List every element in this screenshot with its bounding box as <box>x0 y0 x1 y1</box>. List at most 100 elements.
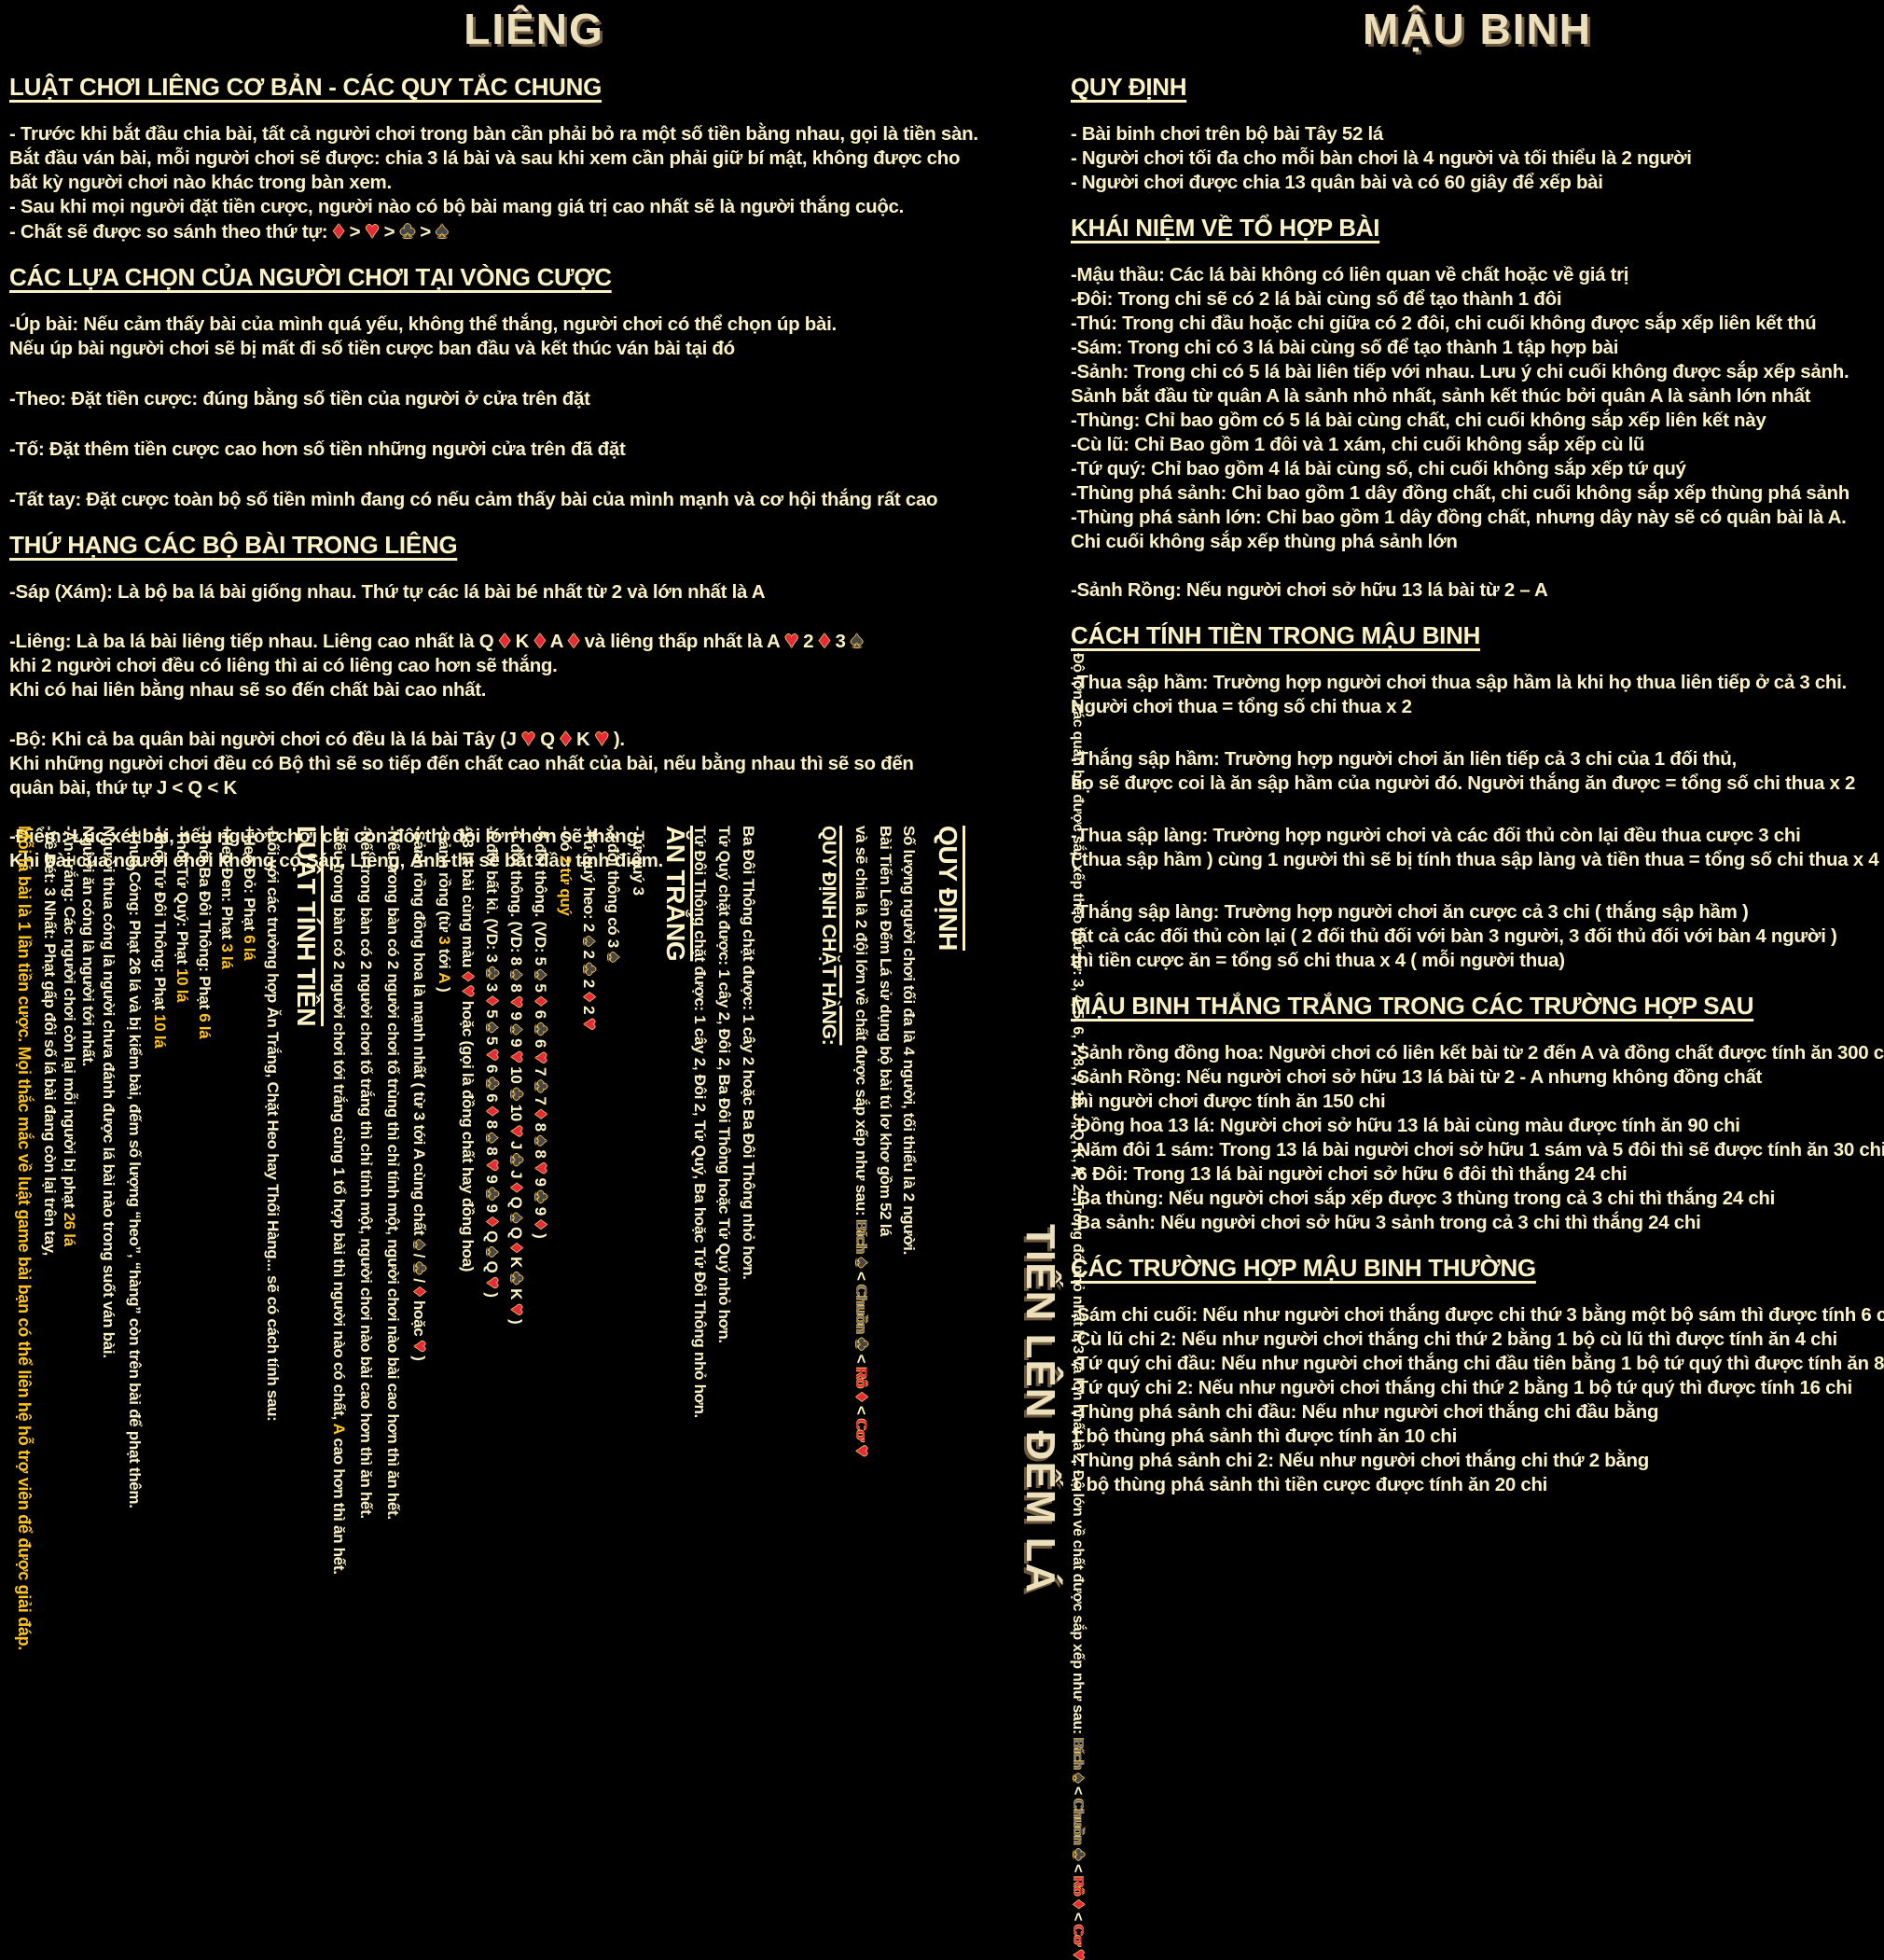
heart-icon: ♥ <box>365 217 380 243</box>
club-icon: ♣ <box>531 1022 552 1036</box>
diamond-icon: ♦ <box>498 627 511 653</box>
heart-icon: ♥ <box>458 985 479 997</box>
section-heading: THỨ HẠNG CÁC BỘ BÀI TRONG LIÊNG <box>9 531 458 559</box>
an-trang-line: -Nếu trong bàn có 2 người chơi tố trắng … <box>357 826 375 1519</box>
club-icon: ♣ <box>482 966 504 980</box>
lieng-title: LIÊNG <box>464 5 604 53</box>
chat-hang-line: Tứ Quý chặt được: 1 cây 2, Đôi 2, Ba Đôi… <box>715 826 733 1343</box>
text-line: Khi có hai liên bằng nhau sẽ so đến chất… <box>9 679 487 701</box>
spade-icon: ♠ <box>531 1135 552 1146</box>
text-line: - Sau khi mọi người đặt tiền cược, người… <box>9 196 905 217</box>
diamond-icon: ♦ <box>506 1182 528 1193</box>
diamond-icon: ♦ <box>531 1219 552 1230</box>
heart-icon: ♥ <box>521 725 535 751</box>
heart-icon: ♥ <box>1069 1949 1089 1960</box>
chat-hang-line: Tứ Đôi Thông chặt được: 1 cây 2, Đôi 2, … <box>691 826 709 1418</box>
mau-binh-content: QUY ĐỊNH - Bài binh chơi trên bộ bài Tây … <box>1071 73 1884 1497</box>
an-trang-line: -Có 2 tứ quý <box>557 826 575 916</box>
text-line: -Ba sảnh: Nếu người chơi sở hữu 3 sảnh t… <box>1071 1212 1701 1233</box>
text-line: -Tứ quý: Chỉ bao gồm 4 lá bài cùng số, c… <box>1071 458 1686 480</box>
text-line: -Sảnh: Trong chi có 5 lá bài liên tiếp v… <box>1071 361 1849 382</box>
luat-tinh-tien-line: -Thối Ba Đôi Thông: Phạt 6 lá <box>196 826 214 1039</box>
spade-icon: ♠ <box>603 952 625 963</box>
text-line: ( thua sập hầm ) cùng 1 người thì sẽ bị … <box>1071 849 1879 870</box>
highlight-text: 6 lá <box>241 935 258 961</box>
text-line: Sảnh bắt đầu từ quân A là sảnh nhỏ nhất,… <box>1071 385 1811 407</box>
spacer <box>1071 719 1884 747</box>
luat-tinh-tien-heading: LUẬT TÍNH TIỀN <box>292 826 321 1027</box>
luat-tinh-tien-line: +Heo Đỏ: Phạt 6 lá <box>241 826 258 961</box>
club-icon: ♣ <box>531 1190 552 1203</box>
heart-icon: ♥ <box>852 1445 873 1457</box>
rules-poster: LIÊNG LUẬT CHƠI LIÊNG CƠ BẢN - CÁC QUY T… <box>9 4 1884 1960</box>
luat-tinh-tien-line: -Thua Cóng: Phạt 26 lá và bị kiểm bài, đ… <box>126 826 144 1508</box>
text-line: - Người chơi tối đa cho mỗi bàn chơi là … <box>1071 147 1692 169</box>
heart-icon: ♥ <box>482 1159 504 1171</box>
text-line: -Úp bài: Nếu cảm thấy bài của mình quá y… <box>9 313 837 335</box>
club-icon: ♣ <box>409 1261 431 1274</box>
text-line: -Liêng: Là ba lá bài liêng tiếp nhau. Li… <box>9 627 864 653</box>
text-line: - Người chơi được chia 13 quân bài và có… <box>1071 172 1603 193</box>
highlight-text: A <box>330 1423 348 1435</box>
text-line: -Tứ quý chi đầu: Nếu như người chơi thắn… <box>1071 1353 1884 1374</box>
heart-icon: ♥ <box>506 1125 528 1137</box>
luat-tinh-tien-line: -Thối Tứ Quý: Phạt 10 lá <box>173 826 191 1003</box>
heart-icon: ♥ <box>506 1303 528 1315</box>
lieng-column: LIÊNG LUẬT CHƠI LIÊNG CƠ BẢN - CÁC QUY T… <box>9 4 1059 873</box>
text-line: -Năm đôi 1 sám: Trong 13 lá bài người ch… <box>1071 1139 1884 1161</box>
text-line: -Thú: Trong chi đầu hoặc chi giữa có 2 đ… <box>1071 313 1817 334</box>
spade-icon: ♠ <box>506 1024 528 1035</box>
lieng-content: LUẬT CHƠI LIÊNG CƠ BẢN - CÁC QUY TẮC CHU… <box>9 73 1059 873</box>
spacer <box>9 462 1059 488</box>
text-line: -Sảnh Rồng: Nếu người chơi sở hữu 13 lá … <box>1071 579 1548 601</box>
an-trang-line: -Tứ quý heo: 2 ♠ 2 ♣ 2 ♦ 2 ♥ <box>579 826 601 1030</box>
section-heading: CÁC LỰA CHỌN CỦA NGƯỜI CHƠI TẠI VÒNG CƯỢ… <box>9 263 612 291</box>
quy-dinh-line: Bài Tiến Lên Đếm Lá sử dụng bộ bài tú lơ… <box>877 826 894 1237</box>
an-trang-line: -Nếu trong bàn có 2 người chơi tới trắng… <box>330 826 348 1575</box>
text-line: Chi cuối không sắp xếp thùng phá sảnh lớ… <box>1071 531 1458 552</box>
spade-icon: ♠ <box>482 1246 504 1258</box>
club-icon: ♣ <box>531 1079 552 1092</box>
an-trang-line: -13 lá bài cùng màu ♦ ♥ hoặc (gọi là đồn… <box>458 826 479 1272</box>
spade-icon: ♠ <box>852 1257 873 1268</box>
spade-icon: ♠ <box>436 217 449 243</box>
spacer <box>1071 796 1884 824</box>
spade-icon: ♠ <box>851 627 864 653</box>
text-line: -Đồng hoa 13 lá: Người chơi sở hữu 13 lá… <box>1071 1115 1740 1136</box>
mau-binh-title: MẬU BINH <box>1363 5 1592 53</box>
red-suit-word: Cơ <box>1070 1925 1086 1946</box>
highlight-text: A <box>436 972 453 983</box>
diamond-icon: ♦ <box>482 995 504 1006</box>
club-icon: ♣ <box>1069 1848 1089 1860</box>
diamond-icon: ♦ <box>409 1286 431 1297</box>
spacer <box>1071 554 1884 578</box>
diamond-icon: ♦ <box>531 1108 552 1119</box>
heart-icon: ♥ <box>531 1051 552 1063</box>
quy-dinh-line: Số lượng người chơi tối đa là 4 người, t… <box>900 826 918 1256</box>
section-heading: CÁCH TÍNH TIỀN TRONG MẬU BINH <box>1071 621 1481 649</box>
mau-binh-column: MẬU BINH QUY ĐỊNH - Bài binh chơi trên bộ… <box>1071 4 1884 1497</box>
club-icon: ♣ <box>506 1272 528 1285</box>
spacer <box>9 702 1059 727</box>
text-line: -Thắng sập làng: Trường hợp người chơi ă… <box>1071 901 1749 923</box>
text-line: -Bộ: Khi cả ba quân bài người chơi có đề… <box>9 725 625 751</box>
red-suit-word: Cơ <box>852 1418 870 1441</box>
diamond-icon: ♦ <box>482 1216 504 1227</box>
highlight-text: 2 tứ quý <box>557 855 575 916</box>
an-trang-line: -Sảnh rồng đồng hoa là mạnh nhất ( từ 3 … <box>409 826 431 1361</box>
text-line: - Trước khi bắt đầu chia bài, tất cả ngư… <box>9 123 978 145</box>
text-line: -Thùng phá sảnh lớn: Chỉ bao gồm 1 dây đ… <box>1071 507 1847 528</box>
text-line: -Mậu thầu: Các lá bài không có liên quan… <box>1071 264 1629 285</box>
luat-tinh-tien-line: -Thối Tứ Đôi Thông: Phạt 10 lá <box>151 826 169 1049</box>
highlight-text: 3 lá <box>218 943 236 969</box>
highlight-text: 6 lá <box>196 1013 214 1039</box>
diamond-icon: ♦ <box>531 995 552 1007</box>
tien-len-title: TIẾN LÊN ĐẾM LÁ <box>1018 1224 1063 1594</box>
highlight-text: 10 lá <box>173 968 191 1003</box>
text-line: -Thùng phá sảnh chi đầu: Nếu như người c… <box>1071 1401 1659 1423</box>
luat-tinh-tien-line: +Heo Đen: Phạt 3 lá <box>218 826 236 969</box>
diamond-icon: ♦ <box>506 1243 528 1253</box>
text-line: -6 Đôi: Trong 13 lá bài người chơi sở hữ… <box>1071 1163 1628 1185</box>
quy-dinh-heading: QUY ĐỊNH <box>934 826 963 951</box>
section-heading: LUẬT CHƠI LIÊNG CƠ BẢN - CÁC QUY TẮC CHU… <box>9 73 603 101</box>
